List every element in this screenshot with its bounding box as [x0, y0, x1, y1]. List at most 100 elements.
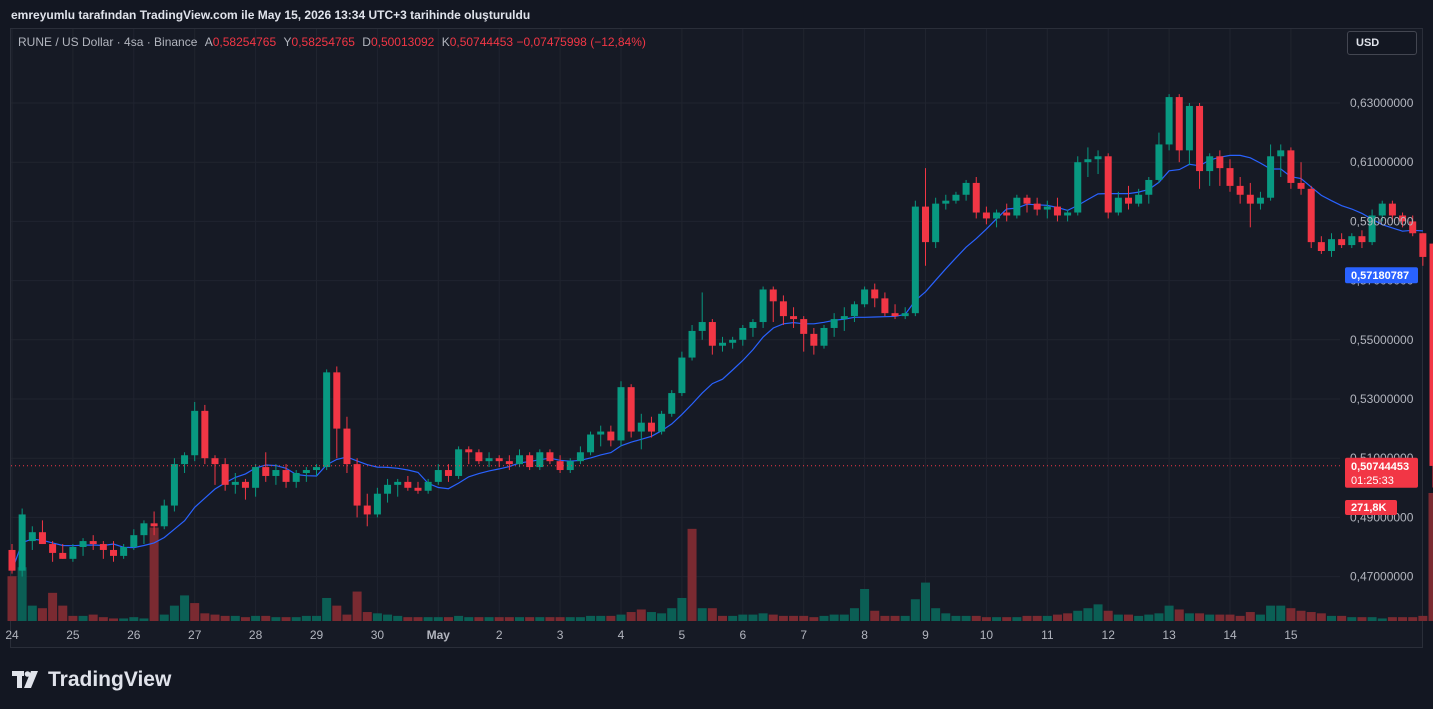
candle	[881, 292, 889, 317]
volume-bar	[251, 615, 261, 621]
candle	[414, 481, 422, 494]
candle	[637, 413, 645, 450]
volume-bar	[1012, 617, 1022, 621]
volume-bar	[190, 603, 200, 621]
volume-bar	[119, 618, 129, 621]
candle	[181, 452, 189, 473]
candle-body	[1358, 236, 1366, 243]
volume-bar	[778, 615, 788, 621]
volume-bar	[68, 615, 78, 621]
candle-body	[150, 523, 158, 527]
candle-body	[526, 455, 534, 468]
candle	[485, 452, 493, 468]
brand-name: TradingView	[48, 668, 172, 691]
volume-bar	[606, 615, 616, 621]
candle	[922, 168, 929, 266]
candle	[932, 197, 940, 249]
candle	[658, 410, 666, 435]
volume-bar	[677, 597, 687, 621]
candle-body	[759, 289, 767, 323]
ohlc-legend: RUNE / US Dollar · 4sa · Binance A0,5825…	[18, 35, 646, 49]
volume-bar	[636, 609, 646, 621]
volume-bar	[941, 613, 951, 621]
candle-body	[302, 470, 310, 473]
candle	[18, 508, 26, 577]
volume-bar	[78, 615, 88, 621]
candle-body	[972, 182, 980, 213]
volume-bar	[667, 608, 677, 621]
candle-body	[444, 470, 452, 476]
volume-bar	[139, 618, 149, 621]
candle	[99, 541, 107, 559]
volume-bar	[728, 615, 738, 621]
volume-bar	[332, 605, 342, 621]
candle-body	[1307, 188, 1315, 243]
candle	[28, 526, 36, 550]
candle	[323, 369, 331, 471]
candle	[536, 449, 544, 471]
volume-bar	[951, 615, 961, 621]
candle-body	[495, 458, 503, 462]
volume-bar	[880, 615, 890, 621]
volume-bar	[1235, 615, 1245, 621]
x-tick-label: May	[427, 628, 451, 642]
volume-bar	[870, 610, 880, 621]
candle-body	[181, 455, 189, 465]
currency-button[interactable]: USD	[1347, 31, 1417, 55]
candle	[759, 286, 767, 328]
candle-body	[769, 289, 777, 302]
candle-body	[59, 552, 67, 559]
candle-body	[516, 455, 523, 465]
candle	[241, 478, 249, 500]
candle	[1236, 177, 1244, 204]
candle	[1388, 200, 1396, 222]
candle	[647, 416, 655, 438]
x-tick-label: 26	[127, 628, 141, 642]
candle	[262, 452, 270, 482]
tradingview-icon	[12, 671, 38, 688]
candle-body	[272, 470, 280, 476]
candle-body	[110, 549, 117, 556]
volume-bar	[981, 617, 991, 621]
volume-bar	[1255, 614, 1265, 621]
candle-body	[993, 212, 1001, 219]
candle-body	[688, 330, 696, 358]
volume-bar	[291, 617, 301, 621]
candle	[779, 295, 787, 325]
candle	[1338, 233, 1346, 249]
volume-bar	[697, 608, 707, 621]
volume-bar	[7, 576, 17, 621]
volume-bar	[464, 617, 474, 621]
candle	[505, 455, 513, 471]
candle	[1013, 194, 1021, 219]
candle	[627, 384, 635, 438]
candle	[1429, 243, 1433, 488]
candle	[1399, 212, 1407, 228]
candle-body	[201, 410, 209, 459]
volume-bar	[98, 617, 108, 621]
candle	[140, 520, 148, 545]
candle	[1409, 215, 1417, 237]
candle-body	[1125, 197, 1132, 204]
volume-bar	[1032, 615, 1042, 621]
candle	[465, 446, 473, 465]
volume-bar	[1174, 609, 1184, 621]
symbol-label[interactable]: RUNE / US Dollar · 4sa · Binance	[18, 35, 198, 49]
tradingview-logo[interactable]: TradingView	[12, 668, 171, 692]
volume-bar	[504, 617, 514, 621]
x-tick-label: 2	[496, 628, 503, 642]
volume-bar	[687, 528, 697, 621]
candle	[1226, 159, 1234, 192]
candle-body	[932, 203, 940, 243]
volume-bar	[718, 615, 727, 621]
candle	[59, 544, 67, 559]
volume-bar	[860, 589, 870, 621]
volume-bar	[210, 614, 220, 621]
candle-body	[1074, 162, 1082, 213]
candle-body	[505, 461, 513, 465]
candle	[587, 431, 595, 456]
last-price-badge	[1345, 457, 1418, 488]
volume-bar	[88, 614, 98, 621]
candle-body	[1317, 242, 1325, 251]
